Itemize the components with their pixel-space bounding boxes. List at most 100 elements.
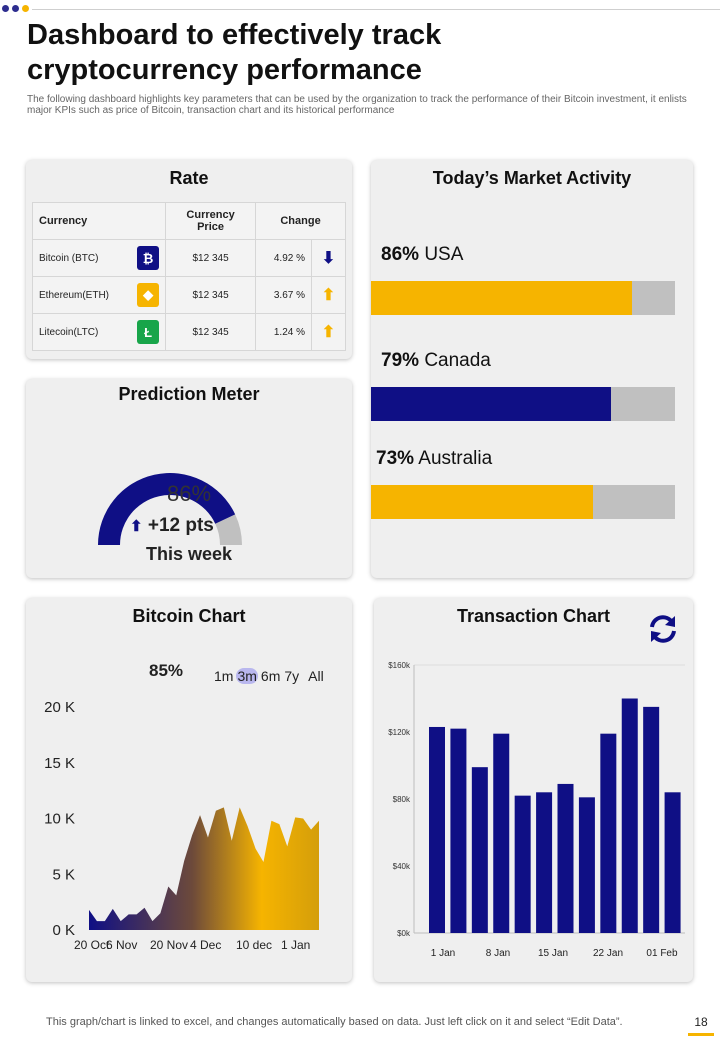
tx-bar xyxy=(578,797,595,933)
litecoin-icon: Ł xyxy=(137,320,160,344)
coin-wrap: Bitcoin (BTC) ₿ xyxy=(39,246,160,270)
bitcoin-chart-panel: Bitcoin Chart 85% 1m 3m 6m 7y All 0 K 5 K 10 K… xyxy=(26,598,352,982)
gauge-fill xyxy=(98,473,236,545)
coin-name: Litecoin(LTC) xyxy=(39,326,99,338)
market-bar-fill xyxy=(371,485,593,519)
tx-y-tick: $40k xyxy=(393,862,411,871)
dot-blue-1 xyxy=(2,5,9,12)
rate-header-row: Currency Currency Price Change xyxy=(31,202,346,240)
tx-x-tick: 1 Jan xyxy=(431,948,455,959)
bitcoin-chart-pct: 85% xyxy=(149,661,184,680)
prediction-gauge xyxy=(98,473,242,545)
tx-y-tick: $80k xyxy=(393,795,411,804)
header-currency: Currency xyxy=(31,202,167,240)
coin-cell: Litecoin(LTC) Ł xyxy=(31,313,167,351)
gauge-track xyxy=(215,514,242,545)
page-number: 18 xyxy=(694,1015,708,1029)
btc-y-tick: 0 K xyxy=(52,922,75,939)
market-bar-fill xyxy=(371,281,633,315)
range-1m[interactable]: 1m xyxy=(214,668,234,684)
range-3m[interactable]: 3m xyxy=(236,668,258,684)
tx-x-tick: 22 Jan xyxy=(593,948,623,959)
btc-x-tick: 20 Nov xyxy=(150,938,188,952)
tx-bar xyxy=(536,792,553,933)
dot-yellow xyxy=(22,5,29,12)
footer-note: This graph/chart is linked to excel, and… xyxy=(46,1016,623,1028)
tx-y-tick: $160k xyxy=(388,661,411,670)
btc-y-tick: 5 K xyxy=(52,866,75,883)
tx-bar xyxy=(450,728,467,933)
tx-x-tick: 8 Jan xyxy=(486,948,510,959)
coin-price: $12 345 xyxy=(165,313,257,351)
btc-y-tick: 10 K xyxy=(44,811,75,828)
tx-y-tick: $120k xyxy=(388,728,411,737)
rate-row: Litecoin(LTC) Ł $12 345 1.24 % ⬆ xyxy=(31,313,346,351)
rate-title: Rate xyxy=(169,168,209,188)
btc-x-tick: 10 dec xyxy=(236,938,272,952)
btc-x-tick: 6 Nov xyxy=(106,938,137,952)
coin-cell: Ethereum(ETH) ◆ xyxy=(31,276,167,314)
market-bar-track xyxy=(371,387,675,421)
market-label: 73% Australia xyxy=(376,448,492,470)
market-panel: Today’s Market Activity 86% USA 79% Canad… xyxy=(371,160,693,578)
prediction-title: Prediction Meter xyxy=(118,384,260,404)
market-title: Today’s Market Activity xyxy=(432,168,632,188)
tx-x-tick: 01 Feb xyxy=(646,948,678,959)
coin-price: $12 345 xyxy=(165,239,257,277)
coin-change: 1.24 % xyxy=(255,313,312,351)
btc-y-tick: 20 K xyxy=(44,699,75,716)
coin-price: $12 345 xyxy=(165,276,257,314)
market-country: USA xyxy=(424,244,464,265)
rate-row: Bitcoin (BTC) ₿ $12 345 4.92 % ⬇ xyxy=(31,239,346,277)
page-subtitle: The following dashboard highlights key p… xyxy=(27,94,687,116)
range-6m[interactable]: 6m xyxy=(260,668,281,684)
market-pct: 79% xyxy=(381,350,420,371)
rate-panel: Rate Currency Currency Price Change Bitc… xyxy=(26,160,352,359)
coin-name: Bitcoin (BTC) xyxy=(39,252,99,264)
tx-bar xyxy=(514,795,531,933)
market-country: Australia xyxy=(418,448,493,469)
btc-x-tick: 4 Dec xyxy=(190,938,221,952)
bitcoin-chart-title: Bitcoin Chart xyxy=(132,606,246,626)
dot-blue-2 xyxy=(12,5,19,12)
tx-bar xyxy=(621,698,638,933)
header-price: Currency Price xyxy=(165,202,257,240)
coin-change: 3.67 % xyxy=(255,276,312,314)
prediction-delta-text: +12 pts xyxy=(147,515,214,536)
up-arrow-icon: ⬆ xyxy=(311,313,346,351)
coin-change: 4.92 % xyxy=(255,239,312,277)
btc-area xyxy=(89,807,319,930)
header-change: Change xyxy=(255,202,346,240)
prediction-period: This week xyxy=(145,544,233,564)
range-7y[interactable]: 7y xyxy=(284,668,300,684)
tx-bar xyxy=(557,783,574,933)
down-arrow-icon: ⬇ xyxy=(311,239,346,277)
range-all[interactable]: All xyxy=(308,668,324,684)
up-arrow-icon: ⬆ xyxy=(130,518,143,535)
up-arrow-icon: ⬆ xyxy=(311,276,346,314)
ethereum-icon: ◆ xyxy=(137,283,160,307)
transaction-chart-panel: Transaction Chart $0k $40k $80k $120k $160k 1… xyxy=(374,598,693,982)
tx-y-tick: $0k xyxy=(397,929,411,938)
prediction-delta: ⬆ +12 pts xyxy=(130,515,214,537)
btc-y-tick: 15 K xyxy=(44,755,75,772)
market-pct: 73% xyxy=(376,448,415,469)
bitcoin-icon: ₿ xyxy=(137,246,160,270)
coin-name: Ethereum(ETH) xyxy=(39,289,110,301)
rate-row: Ethereum(ETH) ◆ $12 345 3.67 % ⬆ xyxy=(31,276,346,314)
market-label: 86% USA xyxy=(381,244,463,266)
tx-bar xyxy=(664,792,681,933)
tx-bar xyxy=(493,733,510,933)
coin-wrap: Litecoin(LTC) Ł xyxy=(39,320,160,344)
transaction-chart-title: Transaction Chart xyxy=(456,606,611,626)
top-divider xyxy=(32,9,720,10)
brand-dots xyxy=(2,5,29,12)
prediction-value: 86% xyxy=(166,481,212,506)
coin-cell: Bitcoin (BTC) ₿ xyxy=(31,239,167,277)
range-selector: 1m 3m 6m 7y All xyxy=(213,668,325,684)
market-label: 79% Canada xyxy=(381,350,491,372)
rate-table: Currency Currency Price Change Bitcoin (… xyxy=(31,202,346,351)
refresh-icon[interactable] xyxy=(646,612,680,646)
btc-x-tick: 20 Oct xyxy=(74,938,110,952)
